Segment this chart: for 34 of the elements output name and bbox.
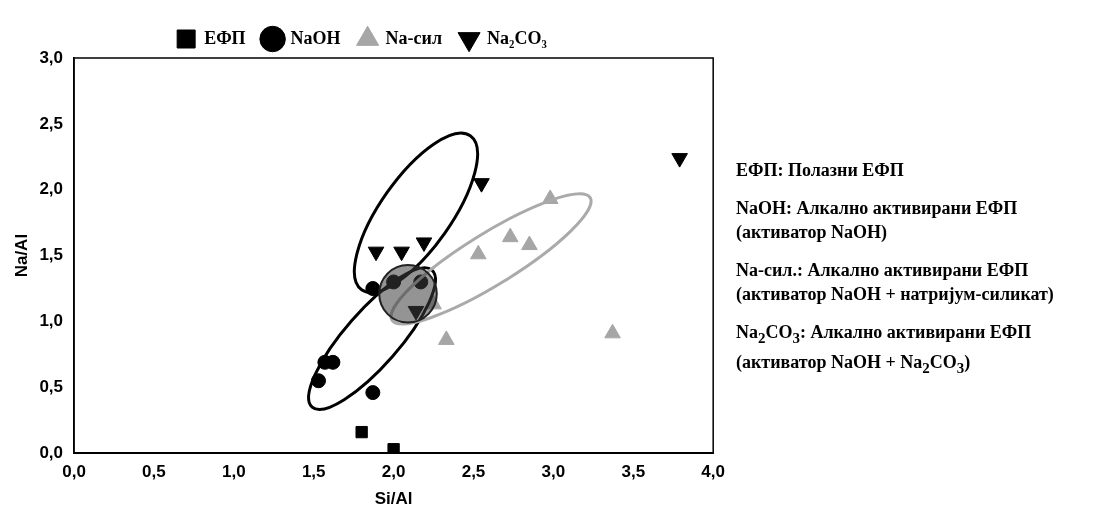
x-tick-label: 3,0 xyxy=(541,462,566,482)
y-tick-label: 0,0 xyxy=(39,442,64,462)
point xyxy=(415,237,433,252)
y-axis-title: Na/Al xyxy=(11,233,31,278)
point xyxy=(365,385,381,401)
x-tick-label: 0,0 xyxy=(62,462,86,482)
y-tick-label: 1,0 xyxy=(39,311,64,331)
x-tick-label: 2,5 xyxy=(461,462,486,482)
y-tick-label: 2,0 xyxy=(39,179,64,199)
x-tick-label: 0,5 xyxy=(142,462,166,482)
text: Na-сил.: Алкално активирани ЕФП (активатор NaOH + натријум-силикат) xyxy=(736,259,1055,306)
x-tick-label: 1,5 xyxy=(301,462,326,482)
y-tick-label: 0,5 xyxy=(39,377,64,397)
point xyxy=(473,178,490,193)
x-tick-label: 3,5 xyxy=(621,462,646,482)
point xyxy=(367,246,385,262)
legend-label: NaOH xyxy=(290,27,341,48)
text: ЕФП: Полазни ЕФП xyxy=(736,159,905,182)
point xyxy=(671,153,688,168)
point xyxy=(355,425,368,439)
legend-label: ЕФП xyxy=(204,27,246,48)
legend-label: Na₂CO₃ xyxy=(487,27,548,48)
x-tick-label: 4,0 xyxy=(701,462,725,482)
y-tick-label: 1,5 xyxy=(39,245,64,265)
y-tick-label: 2,5 xyxy=(39,113,64,133)
x-tick-label: 1,0 xyxy=(222,462,246,482)
x-tick-label: 2,0 xyxy=(381,462,406,482)
point xyxy=(407,305,425,321)
x-axis-title: Si/Al xyxy=(374,489,413,509)
y-tick-label: 3,0 xyxy=(39,47,64,67)
text: NaOH: Алкално активирани ЕФП (активатор NaOH) xyxy=(736,197,1019,244)
text: Na$_{2}$CO$_{3}$: Алкално активирани ЕФП (активатор NaOH + Na$_{2}$CO$_{3}$) xyxy=(736,322,1032,376)
point xyxy=(393,246,410,262)
legend-label: Na-сил xyxy=(385,27,443,48)
